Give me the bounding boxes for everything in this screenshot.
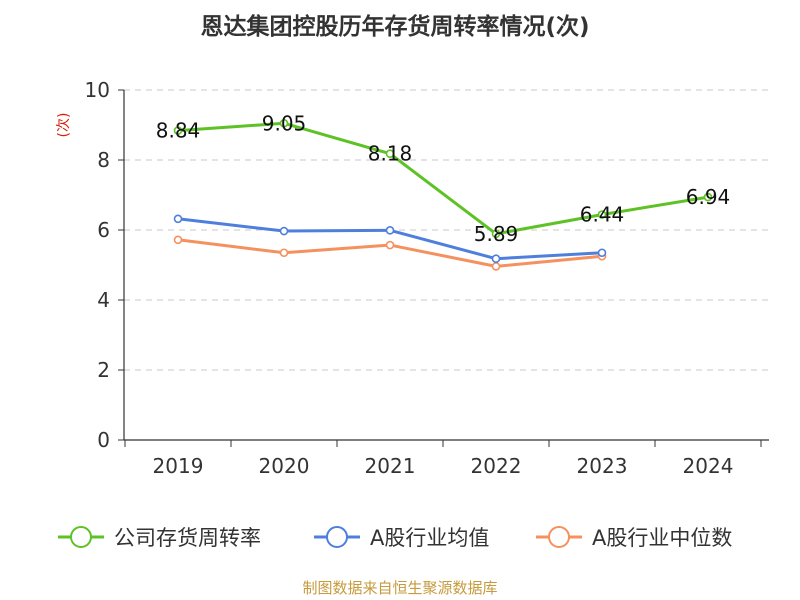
data-point bbox=[491, 229, 501, 239]
data-point bbox=[385, 240, 395, 250]
data-label: 6.44 bbox=[580, 203, 625, 227]
data-label: 6.94 bbox=[686, 185, 731, 209]
legend-marker bbox=[70, 526, 92, 548]
data-label: 8.84 bbox=[156, 119, 201, 143]
y-axis-unit-label: (次) bbox=[56, 113, 72, 138]
data-point bbox=[279, 118, 289, 128]
series-3 bbox=[173, 235, 607, 271]
data-labels: 8.84 9.05 8.18 5.89 6.44 6.94 bbox=[156, 111, 731, 246]
legend-item: A股行业中位数 bbox=[536, 526, 732, 550]
x-tick-label: 2020 bbox=[259, 454, 310, 478]
y-tick-label: 8 bbox=[97, 148, 110, 172]
data-label: 9.05 bbox=[262, 111, 307, 135]
data-point bbox=[597, 248, 607, 258]
legend-label: 公司存货周转率 bbox=[114, 526, 261, 550]
data-point bbox=[597, 210, 607, 219]
data-label: 5.89 bbox=[474, 222, 519, 246]
x-tick-label: 2021 bbox=[365, 454, 416, 478]
chart-title: 恩达集团控股历年存货周转率情况(次) bbox=[200, 13, 589, 40]
x-tick-label: 2023 bbox=[577, 454, 628, 478]
legend-label: A股行业均值 bbox=[370, 526, 489, 550]
data-label: 8.18 bbox=[368, 142, 413, 166]
x-tick-label: 2022 bbox=[471, 454, 522, 478]
legend-label: A股行业中位数 bbox=[592, 526, 732, 550]
axes: 0 2 4 6 8 10 2019 2020 2021 2022 2023 2024 bbox=[85, 78, 769, 478]
series-layer bbox=[173, 118, 713, 271]
data-point bbox=[703, 192, 713, 202]
legend-item: A股行业均值 bbox=[314, 526, 489, 550]
x-tick-label: 2024 bbox=[683, 454, 734, 478]
legend-marker bbox=[548, 526, 570, 548]
y-tick-label: 0 bbox=[97, 428, 110, 452]
legend: 公司存货周转率 A股行业均值 A股行业中位数 bbox=[58, 526, 732, 550]
source-note: 制图数据来自恒生聚源数据库 bbox=[302, 579, 497, 597]
y-tick-label: 6 bbox=[97, 218, 110, 242]
data-point bbox=[279, 248, 289, 258]
data-point bbox=[173, 126, 183, 135]
y-tick-label: 10 bbox=[85, 78, 110, 102]
data-point bbox=[173, 214, 183, 224]
data-point bbox=[491, 254, 501, 264]
y-tick-label: 2 bbox=[97, 358, 110, 382]
data-point bbox=[385, 149, 395, 158]
x-tick-label: 2019 bbox=[153, 454, 204, 478]
legend-marker bbox=[326, 526, 348, 548]
data-point bbox=[491, 262, 501, 271]
series-line bbox=[177, 121, 709, 236]
series-2 bbox=[173, 214, 607, 264]
series-1 bbox=[173, 118, 713, 239]
data-point bbox=[279, 226, 289, 236]
data-point bbox=[173, 235, 183, 245]
legend-item: 公司存货周转率 bbox=[58, 526, 261, 550]
gridlines bbox=[124, 89, 769, 371]
y-tick-label: 4 bbox=[97, 288, 110, 312]
data-point bbox=[385, 226, 395, 235]
